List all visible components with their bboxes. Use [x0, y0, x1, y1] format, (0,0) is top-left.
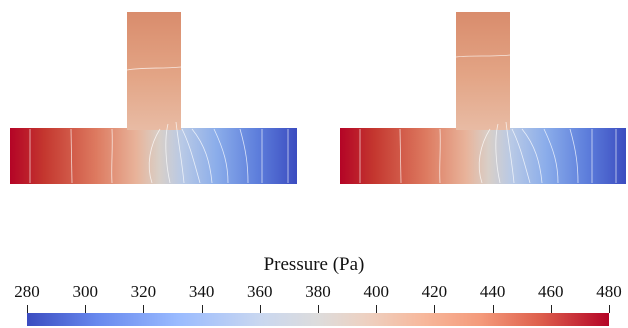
colorbar-tick-mark: [551, 305, 552, 313]
colorbar-tick-label: 320: [130, 282, 157, 301]
isobar-lines: [359, 54, 617, 184]
colorbar-tick-mark: [202, 305, 203, 313]
colorbar-tick-label: 360: [247, 282, 273, 301]
horizontal-channel: [10, 128, 297, 184]
colorbar-tick-mark: [27, 305, 28, 313]
vertical-branch: [456, 12, 510, 130]
colorbar-tick-mark: [434, 305, 435, 313]
colorbar: [27, 313, 609, 326]
colorbar-tick-label: 480: [596, 282, 622, 301]
colorbar-tick-mark: [376, 305, 377, 313]
colorbar-tick-label: 420: [421, 282, 448, 301]
colorbar-tick-label: 440: [479, 282, 506, 301]
colorbar-tick-mark: [143, 305, 144, 313]
horizontal-channel: [340, 128, 626, 184]
colorbar-title: Pressure (Pa): [263, 254, 365, 275]
right-tee-pressure-field: [340, 12, 626, 184]
colorbar-tick-label: 340: [188, 282, 215, 301]
vertical-branch: [127, 12, 181, 130]
colorbar-tick-mark: [318, 305, 319, 313]
colorbar-tick-label: 300: [72, 282, 98, 301]
colorbar-tick-label: 280: [14, 282, 40, 301]
colorbar-tick-mark: [260, 305, 261, 313]
isobar-lines: [29, 66, 289, 184]
colorbar-tick-mark: [609, 305, 610, 313]
left-tee-pressure-field: [10, 12, 297, 184]
colorbar-tick-label: 460: [538, 282, 564, 301]
colorbar-tick-label: 380: [305, 282, 331, 301]
colorbar-tick-label: 400: [363, 282, 389, 301]
colorbar-tick-mark: [85, 305, 86, 313]
colorbar-tick-mark: [493, 305, 494, 313]
